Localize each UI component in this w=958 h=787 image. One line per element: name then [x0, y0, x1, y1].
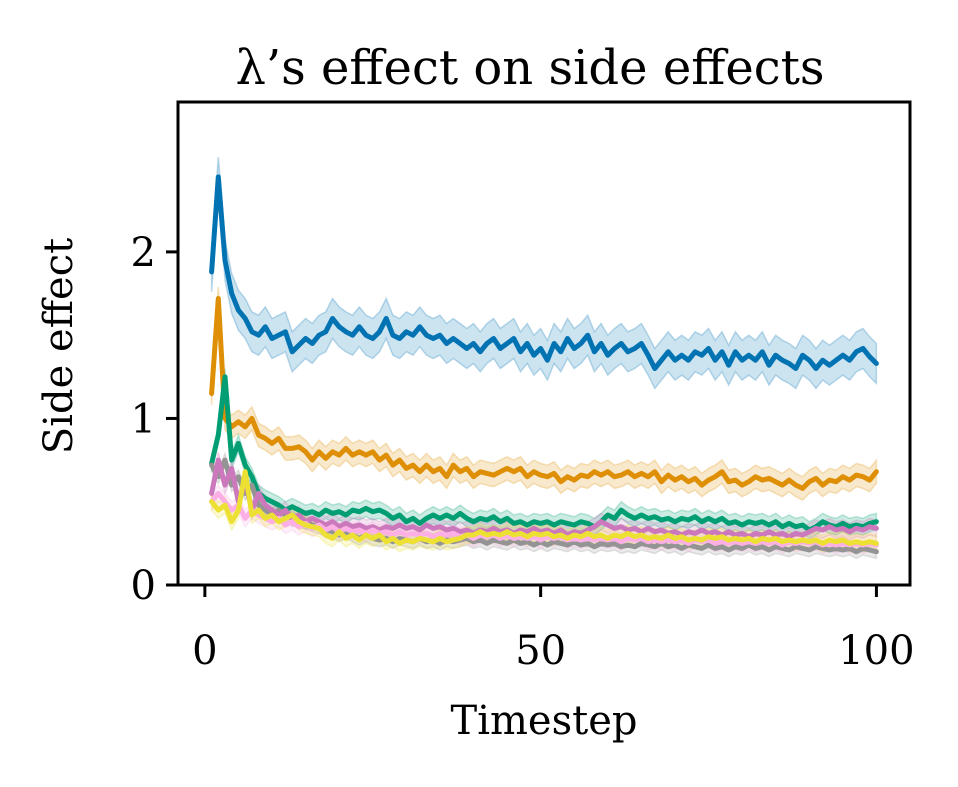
series-5-line — [209, 457, 879, 540]
plot-frame — [176, 100, 912, 587]
y-tick-label: 2 — [131, 230, 156, 276]
y-axis-label: Side effect — [36, 238, 82, 454]
series-lines — [209, 174, 879, 555]
series-6-line — [209, 490, 879, 548]
series-2-line — [209, 296, 879, 491]
y-tick-label: 1 — [131, 396, 156, 442]
y-axis-ticks: 0 1 2 — [131, 230, 178, 609]
series-1-line — [209, 174, 879, 371]
series-3-line — [209, 374, 879, 533]
series-7-line — [209, 469, 879, 546]
x-tick-label: 100 — [838, 628, 914, 674]
x-axis-label: Timestep — [451, 698, 638, 744]
series-2-band — [210, 286, 878, 502]
y-tick-label: 0 — [131, 563, 156, 609]
x-tick-label: 0 — [192, 628, 217, 674]
x-tick-label: 50 — [515, 628, 566, 674]
x-axis-ticks: 0 50 100 — [192, 585, 915, 674]
chart-title: λ’s effect on side effects — [235, 40, 824, 96]
